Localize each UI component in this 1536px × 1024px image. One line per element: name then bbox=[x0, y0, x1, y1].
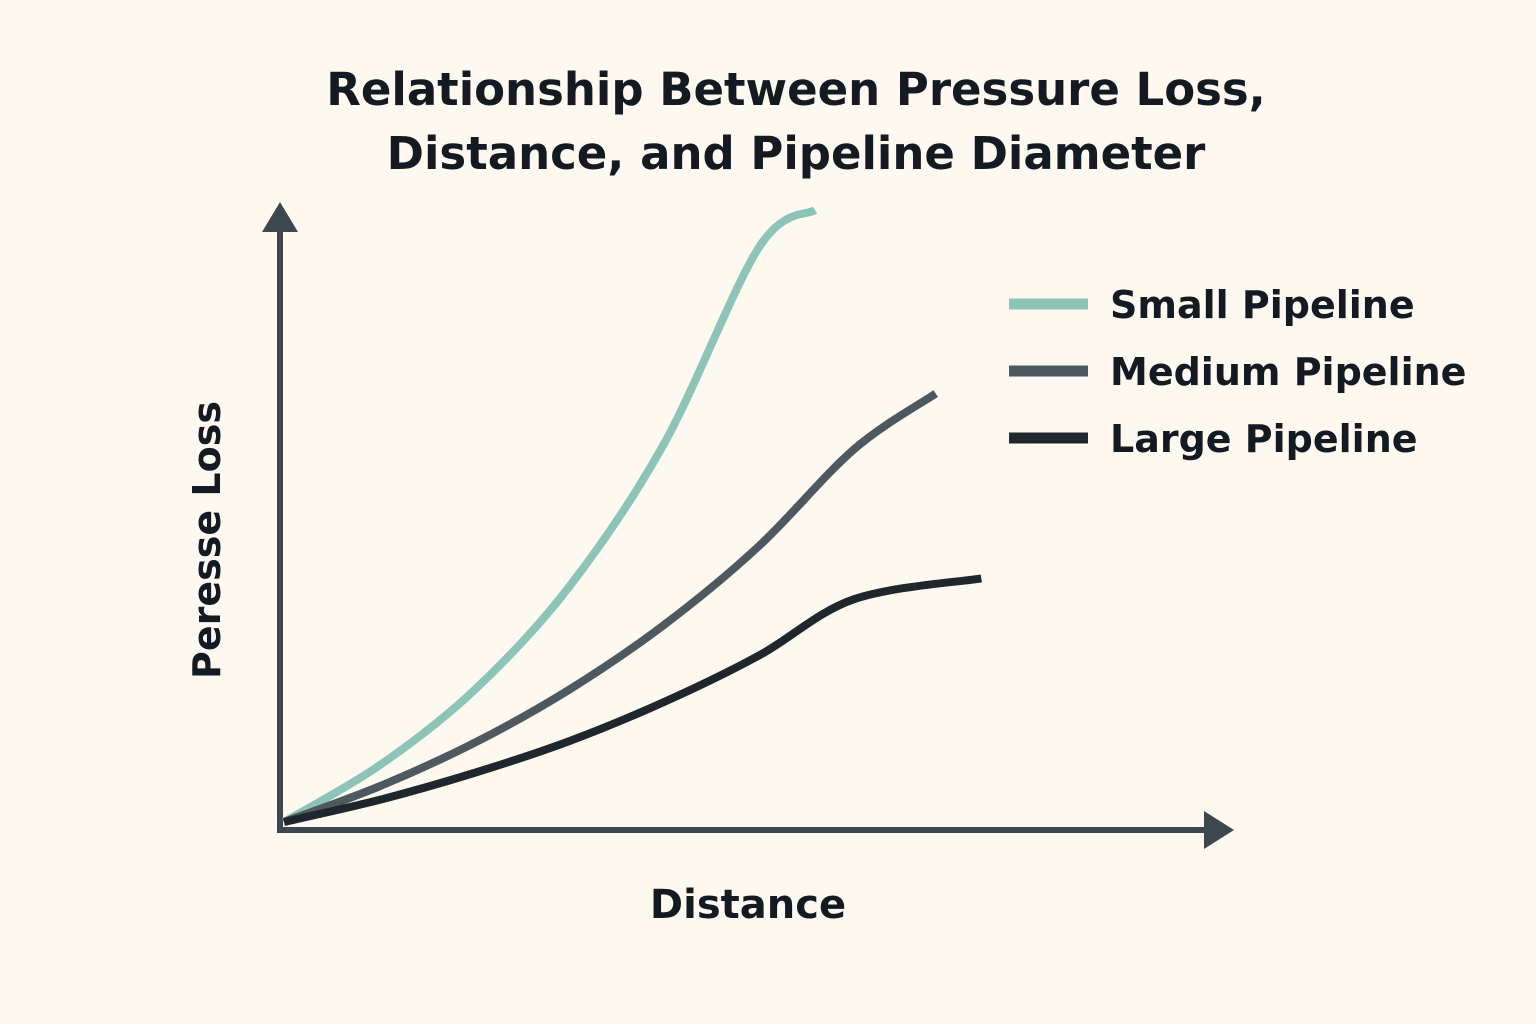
series-group bbox=[281, 206, 982, 826]
legend-label-small-pipeline: Small Pipeline bbox=[1110, 283, 1415, 327]
legend-label-medium-pipeline: Medium Pipeline bbox=[1110, 350, 1466, 394]
y-axis-arrow bbox=[262, 202, 298, 232]
series-line-medium-pipeline bbox=[282, 390, 938, 826]
y-axis-label: Peresse Loss bbox=[185, 401, 229, 679]
legend-label-large-pipeline: Large Pipeline bbox=[1110, 417, 1418, 461]
legend: Small Pipeline Medium Pipeline Large Pipel… bbox=[1009, 283, 1466, 461]
chart-title-line-1: Relationship Between Pressure Loss, bbox=[326, 63, 1266, 116]
chart-title: Relationship Between Pressure Loss, Dist… bbox=[0, 58, 1536, 186]
series-line-small-pipeline bbox=[281, 206, 818, 826]
series-line-large-pipeline bbox=[283, 574, 982, 826]
chart-title-line-2: Distance, and Pipeline Diameter bbox=[386, 127, 1206, 180]
x-axis-label: Distance bbox=[650, 882, 846, 928]
x-axis-arrow bbox=[1204, 811, 1234, 849]
